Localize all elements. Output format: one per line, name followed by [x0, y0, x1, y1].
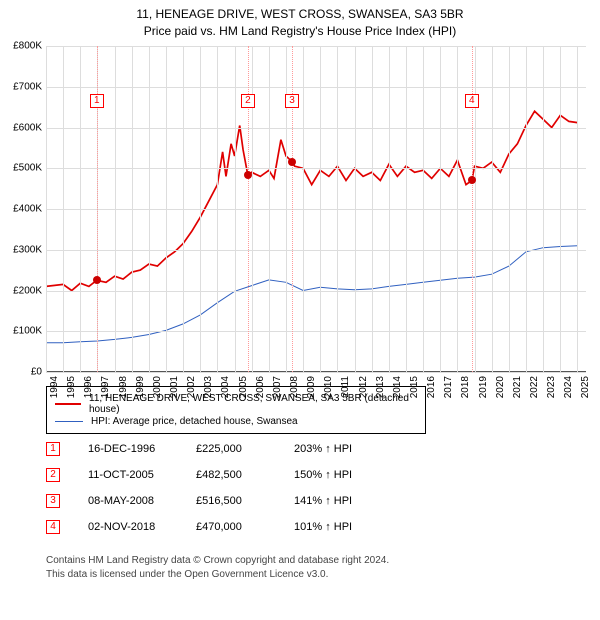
sale-marker-on-chart: 2 — [241, 94, 255, 108]
sale-marker-box: 4 — [46, 520, 60, 534]
price-chart: £0£100K£200K£300K£400K£500K£600K£700K£80… — [46, 46, 586, 372]
sale-date: 02-NOV-2018 — [88, 521, 168, 533]
sale-marker-on-chart: 4 — [465, 94, 479, 108]
y-axis-label: £100K — [0, 326, 42, 337]
y-axis-label: £300K — [0, 244, 42, 255]
footnote-line: This data is licensed under the Open Gov… — [46, 568, 389, 582]
x-axis-label: 2021 — [512, 376, 523, 398]
legend-label: 11, HENEAGE DRIVE, WEST CROSS, SWANSEA, … — [89, 393, 417, 415]
x-axis-label: 2020 — [495, 376, 506, 398]
sale-date: 08-MAY-2008 — [88, 495, 168, 507]
legend-swatch — [55, 403, 81, 405]
sale-row: 3 08-MAY-2008 £516,500 141% ↑ HPI — [46, 488, 384, 514]
sale-marker-box: 2 — [46, 468, 60, 482]
title-line-2: Price paid vs. HM Land Registry's House … — [0, 23, 600, 40]
x-axis-label: 2025 — [580, 376, 591, 398]
sale-row: 2 11-OCT-2005 £482,500 150% ↑ HPI — [46, 462, 384, 488]
sale-hpi-delta: 150% ↑ HPI — [294, 469, 384, 481]
x-axis-label: 2018 — [460, 376, 471, 398]
series-hpi — [46, 246, 577, 343]
sale-point-dot — [468, 176, 476, 184]
sale-marker-box: 3 — [46, 494, 60, 508]
y-axis-label: £800K — [0, 41, 42, 52]
x-axis-label: 2016 — [426, 376, 437, 398]
sale-marker-on-chart: 1 — [90, 94, 104, 108]
y-axis-label: £600K — [0, 122, 42, 133]
y-axis-label: £500K — [0, 163, 42, 174]
sale-hpi-delta: 141% ↑ HPI — [294, 495, 384, 507]
y-axis-label: £400K — [0, 204, 42, 215]
legend-swatch — [55, 421, 83, 422]
sale-point-dot — [93, 276, 101, 284]
sale-point-dot — [244, 171, 252, 179]
sale-price: £470,000 — [196, 521, 266, 533]
x-axis-label: 2017 — [443, 376, 454, 398]
y-axis-label: £0 — [0, 367, 42, 378]
legend-label: HPI: Average price, detached house, Swan… — [91, 416, 298, 427]
sale-date: 16-DEC-1996 — [88, 443, 168, 455]
legend: 11, HENEAGE DRIVE, WEST CROSS, SWANSEA, … — [46, 386, 426, 434]
x-axis-label: 2024 — [563, 376, 574, 398]
sale-marker-box: 1 — [46, 442, 60, 456]
sale-hpi-delta: 101% ↑ HPI — [294, 521, 384, 533]
series-price — [46, 111, 577, 290]
sale-row: 1 16-DEC-1996 £225,000 203% ↑ HPI — [46, 436, 384, 462]
sale-price: £516,500 — [196, 495, 266, 507]
sale-point-dot — [288, 158, 296, 166]
y-axis-label: £700K — [0, 81, 42, 92]
sale-row: 4 02-NOV-2018 £470,000 101% ↑ HPI — [46, 514, 384, 540]
footnote-line: Contains HM Land Registry data © Crown c… — [46, 554, 389, 568]
sale-hpi-delta: 203% ↑ HPI — [294, 443, 384, 455]
title-line-1: 11, HENEAGE DRIVE, WEST CROSS, SWANSEA, … — [0, 6, 600, 23]
x-axis-label: 2019 — [478, 376, 489, 398]
footnote: Contains HM Land Registry data © Crown c… — [46, 554, 389, 582]
sales-table: 1 16-DEC-1996 £225,000 203% ↑ HPI 2 11-O… — [46, 436, 384, 540]
x-axis-label: 2022 — [529, 376, 540, 398]
legend-item: 11, HENEAGE DRIVE, WEST CROSS, SWANSEA, … — [55, 393, 417, 415]
legend-item: HPI: Average price, detached house, Swan… — [55, 416, 417, 427]
sale-marker-on-chart: 3 — [285, 94, 299, 108]
sale-price: £225,000 — [196, 443, 266, 455]
y-axis-label: £200K — [0, 285, 42, 296]
sale-date: 11-OCT-2005 — [88, 469, 168, 481]
chart-title-block: 11, HENEAGE DRIVE, WEST CROSS, SWANSEA, … — [0, 0, 600, 42]
sale-price: £482,500 — [196, 469, 266, 481]
x-axis-label: 2023 — [546, 376, 557, 398]
